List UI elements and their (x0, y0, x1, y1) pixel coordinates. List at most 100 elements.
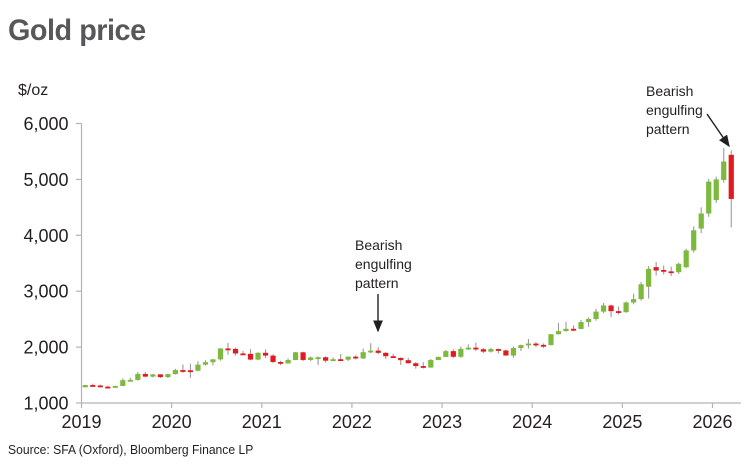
candle-body (525, 343, 532, 346)
candle-body (82, 385, 88, 388)
candlestick (495, 348, 501, 354)
annotation-arrows (373, 113, 730, 333)
candle-body (691, 230, 697, 251)
candlestick (240, 350, 246, 356)
candle-body (555, 331, 562, 335)
candle-body (668, 271, 674, 274)
candle-body (353, 356, 359, 359)
candlestick (82, 384, 88, 388)
candle-body (428, 360, 434, 368)
candle-body (721, 161, 727, 180)
candlestick (232, 347, 239, 356)
candlestick (555, 322, 562, 335)
candle-body (398, 357, 404, 361)
candle-body (615, 311, 622, 313)
x-axis-tick-label: 2021 (242, 412, 282, 432)
candle-body (563, 328, 569, 332)
candlestick (247, 349, 254, 361)
candlestick (120, 378, 126, 387)
candle-body (510, 348, 517, 356)
candle-body (683, 250, 689, 268)
candle-body (210, 359, 216, 363)
candlestick (277, 360, 284, 366)
candlestick (450, 349, 456, 359)
candle-body (270, 355, 276, 362)
candle-body (127, 379, 133, 382)
candle-body (240, 353, 246, 356)
y-axis-tick-label: 3,000 (23, 282, 68, 302)
annotation-arrow (706, 113, 730, 148)
x-axis: 2019 2020 2021 2022 2023 2024 2025 2026 (61, 402, 741, 432)
candlestick (187, 363, 194, 378)
candle-body (676, 263, 682, 273)
candle-body (202, 362, 209, 365)
candlestick (668, 266, 674, 277)
source-note: Source: SFA (Oxford), Bloomberg Finance … (8, 443, 254, 457)
candlestick (435, 356, 441, 361)
x-axis-tick-label: 2020 (152, 412, 192, 432)
candle-body (315, 357, 321, 360)
x-axis-tick-label: 2025 (602, 412, 642, 432)
y-axis-tick-label: 5,000 (23, 170, 68, 190)
candle-body (262, 352, 269, 356)
candlestick (420, 362, 426, 369)
candlestick (473, 342, 479, 351)
candle-body (495, 349, 501, 351)
y-axis-tick-label: 2,000 (23, 338, 68, 358)
candle-body (165, 374, 171, 378)
candle-body (413, 363, 419, 367)
candlestick (390, 353, 396, 359)
candlestick (578, 320, 584, 330)
candlestick (323, 356, 329, 363)
candlestick (383, 352, 389, 360)
candlestick (345, 356, 351, 361)
candlestick (360, 348, 366, 359)
candlestick (225, 342, 231, 355)
candle-body (217, 348, 224, 360)
candle-body (548, 334, 554, 346)
candle-body (518, 345, 524, 349)
candlestick (338, 353, 344, 362)
candle-body (646, 268, 652, 287)
y-axis-tick-label: 4,000 (23, 226, 68, 246)
candle-body (338, 359, 344, 362)
candlestick (638, 281, 644, 301)
candle-body (112, 385, 118, 388)
candlestick (217, 348, 224, 361)
candlestick (480, 347, 486, 354)
candle-body (368, 350, 374, 353)
y-axis-unit-label: $/oz (18, 82, 49, 99)
candlestick (285, 358, 291, 364)
y-axis: 1,000 2,000 3,000 4,000 5,000 6,000 (23, 114, 83, 414)
candle-body (473, 347, 479, 350)
candlestick (308, 356, 314, 362)
candlestick (135, 371, 141, 381)
candlestick (563, 321, 569, 332)
candlestick (706, 178, 712, 217)
candlestick (353, 355, 359, 360)
candlestick (368, 343, 374, 354)
candle-body (443, 351, 449, 357)
x-axis-tick-label: 2026 (692, 412, 732, 432)
candle-body (157, 374, 163, 378)
candlestick (585, 317, 592, 327)
candle-body (247, 353, 254, 360)
candlestick (300, 351, 306, 362)
page-title: Gold price (8, 14, 146, 47)
candle-body (150, 374, 156, 377)
x-axis-tick-label: 2023 (422, 412, 462, 432)
candle-body (540, 344, 547, 347)
candle-body (300, 352, 306, 360)
x-axis-tick-label: 2024 (512, 412, 552, 432)
candle-body (383, 352, 389, 357)
candlestick (142, 371, 148, 378)
candle-body (375, 350, 381, 353)
candle-body (195, 364, 201, 371)
candlestick (465, 344, 471, 350)
candle-body (285, 360, 291, 364)
candlestick (172, 368, 178, 375)
candle-body (488, 349, 494, 352)
candle-body (713, 179, 719, 201)
candle-body (593, 311, 599, 319)
